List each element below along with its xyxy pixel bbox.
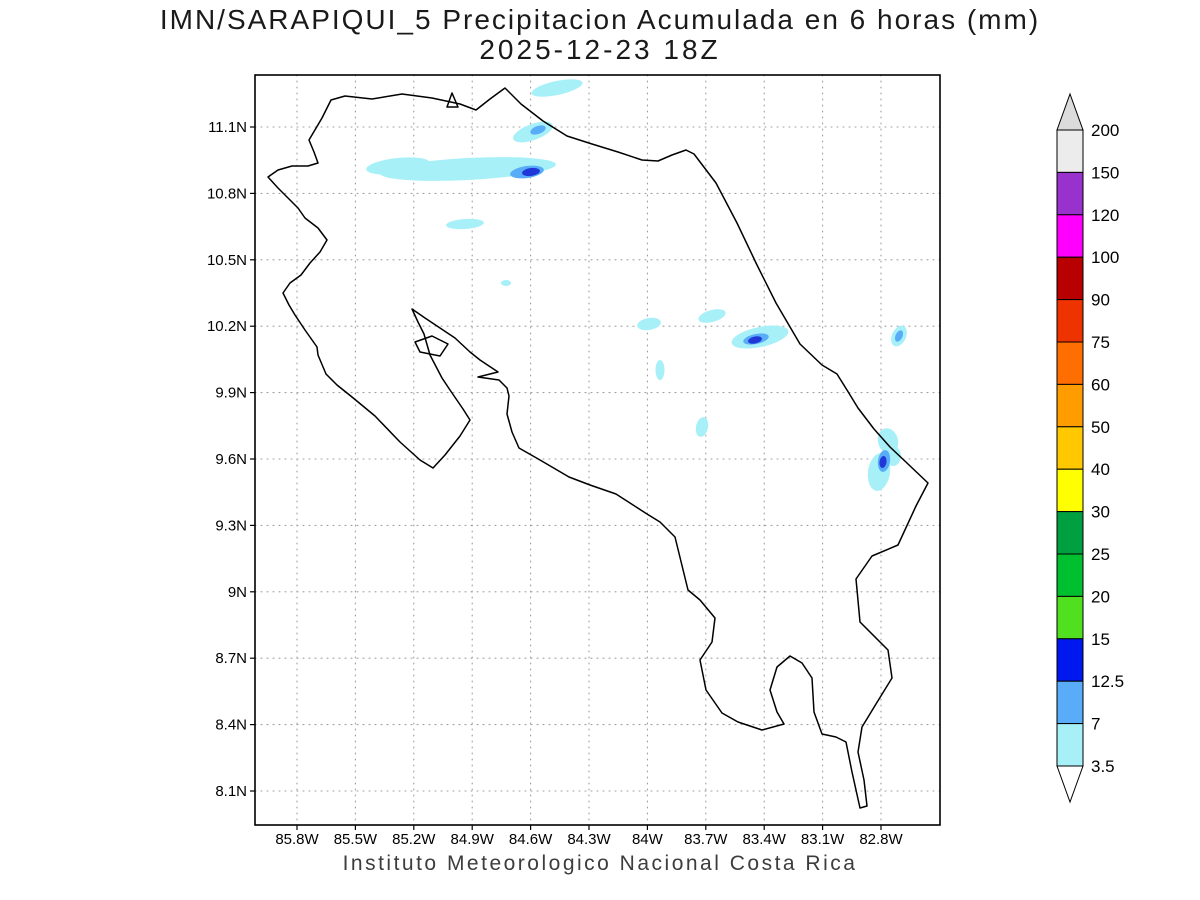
y-axis-labels: 11.1N 10.8N 10.5N 10.2N 9.9N 9.6N 9.3N 9N 8.7N 8.… <box>207 119 247 800</box>
colorbar-segment <box>1056 553 1084 597</box>
colorbar-level-label: 20 <box>1091 587 1110 606</box>
colorbar-level-label: 75 <box>1091 333 1110 352</box>
y-tick-label: 9N <box>228 584 247 601</box>
colorbar-segment <box>1056 341 1084 385</box>
colorbar-segment <box>1056 595 1084 640</box>
x-axis-labels: 85.8W 85.5W 85.2W 84.9W 84.6W 84.3W 84W 83.7W 83… <box>275 831 903 848</box>
y-tick-label: 10.2N <box>207 318 247 335</box>
x-tick-label: 85.8W <box>275 831 319 848</box>
precip-cell <box>655 360 665 380</box>
y-tick-label: 10.5N <box>207 252 247 269</box>
x-tick-label: 85.5W <box>334 831 378 848</box>
costa-rica-coastline <box>267 87 929 809</box>
colorbar-segments <box>1056 129 1084 767</box>
colorbar-segment <box>1056 638 1084 682</box>
x-tick-label: 83.1W <box>801 831 845 848</box>
y-tick-label: 11.1N <box>208 119 247 136</box>
precip-cell <box>698 309 726 323</box>
colorbar-segment <box>1056 129 1084 173</box>
colorbar-level-label: 150 <box>1091 163 1119 182</box>
plot-frame <box>254 74 941 826</box>
precip-cell <box>501 280 511 286</box>
precip-cell-core <box>748 336 762 344</box>
colorbar-segment <box>1056 214 1084 258</box>
colorbar-level-label: 25 <box>1091 545 1110 564</box>
colorbar-level-label: 120 <box>1091 206 1119 225</box>
colorbar-segment <box>1056 680 1084 725</box>
precip-cell-core <box>522 167 540 177</box>
colorbar-segment <box>1056 383 1084 428</box>
x-tick-label: 83.4W <box>743 831 787 848</box>
colorbar-segment <box>1056 426 1084 470</box>
colorbar-level-label: 7 <box>1091 715 1100 734</box>
colorbar-level-label: 200 <box>1091 121 1119 140</box>
y-tick-label: 9.6N <box>215 451 247 468</box>
footer-institution: Instituto Meteorologico Nacional Costa R… <box>342 852 858 875</box>
y-tick-label: 10.8N <box>207 185 247 202</box>
precip-cell <box>446 218 484 230</box>
colorbar-level-label: 90 <box>1091 291 1110 310</box>
colorbar-arrow-below <box>1056 765 1084 804</box>
x-tick-label: 84W <box>632 831 664 848</box>
x-tick-label: 84.3W <box>567 831 611 848</box>
x-tick-label: 82.8W <box>859 831 903 848</box>
colorbar-level-label: 12.5 <box>1091 672 1124 691</box>
colorbar-level-label: 100 <box>1091 248 1119 267</box>
y-tick-label: 9.3N <box>215 517 247 534</box>
axis-ticks <box>250 126 882 830</box>
x-tick-label: 84.9W <box>451 831 495 848</box>
colorbar-labels: 200 150 120 100 90 75 60 50 40 30 25 20 15 12.5 7 3.5 <box>1091 121 1124 776</box>
precip-cell <box>531 79 583 97</box>
precip-cell-core <box>879 456 887 468</box>
plot-title: IMN/SARAPIQUI_5 Precipitacion Acumulada … <box>159 4 1041 35</box>
y-tick-label: 8.1N <box>215 783 247 800</box>
precip-cell-core <box>530 125 546 135</box>
colorbar-level-label: 40 <box>1091 460 1110 479</box>
precip-cell <box>695 417 709 437</box>
chira-island-outline <box>414 335 449 357</box>
x-tick-label: 83.7W <box>684 831 728 848</box>
y-tick-label: 8.4N <box>215 717 247 734</box>
grid-layer <box>254 74 941 826</box>
colorbar-level-label: 3.5 <box>1091 757 1115 776</box>
plot-subtitle-datetime: 2025-12-23 18Z <box>479 34 721 65</box>
colorbar-segment <box>1056 171 1084 216</box>
lake-island-outline <box>446 92 459 108</box>
colorbar-arrow-above <box>1056 92 1084 131</box>
colorbar-segment <box>1056 299 1084 343</box>
colorbar-segment <box>1056 723 1084 767</box>
colorbar-segment <box>1056 511 1084 555</box>
colorbar-level-label: 50 <box>1091 418 1110 437</box>
colorbar: 200 150 120 100 90 75 60 50 40 30 25 20 15 12.5 7 3.5 <box>1056 92 1124 804</box>
y-tick-label: 8.7N <box>215 650 247 667</box>
precip-cell <box>637 317 661 331</box>
x-tick-label: 84.6W <box>509 831 553 848</box>
colorbar-level-label: 15 <box>1091 630 1110 649</box>
coastline-layer <box>267 87 929 809</box>
precip-cell-core <box>894 330 904 342</box>
precip-cell <box>366 157 430 175</box>
colorbar-level-label: 30 <box>1091 503 1110 522</box>
colorbar-level-label: 60 <box>1091 375 1110 394</box>
y-tick-label: 9.9N <box>215 385 247 402</box>
colorbar-segment <box>1056 468 1084 513</box>
precipitation-layer <box>366 79 907 491</box>
colorbar-segment <box>1056 256 1084 301</box>
x-tick-label: 85.2W <box>392 831 436 848</box>
